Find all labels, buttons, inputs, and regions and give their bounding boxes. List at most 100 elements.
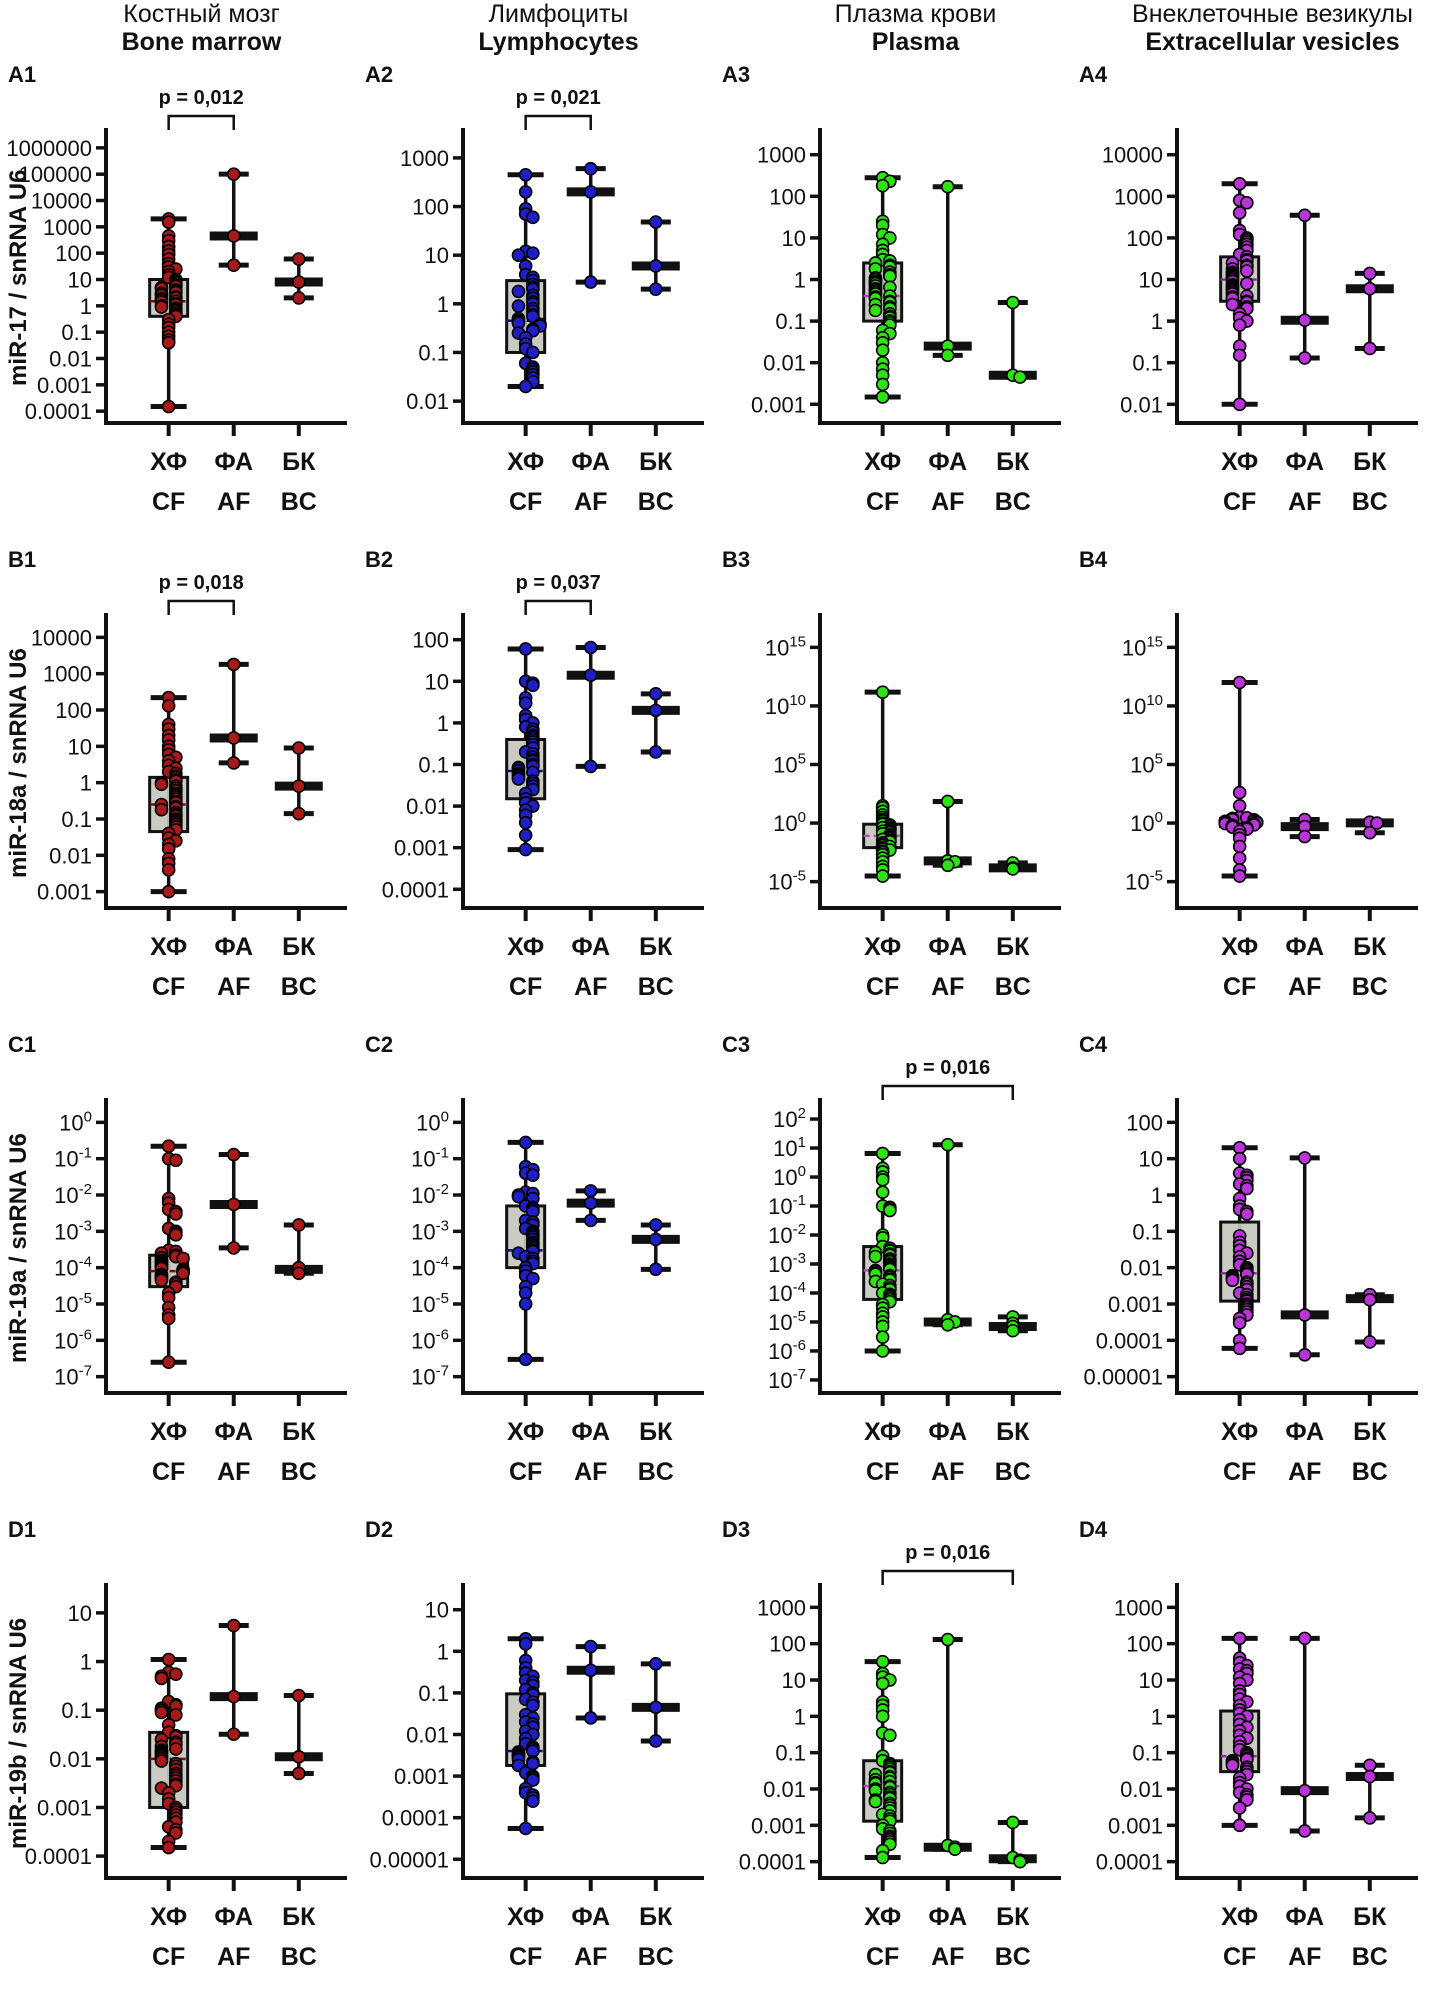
svg-text:10: 10 [1139,1147,1163,1172]
data-point [291,1750,306,1764]
data-points [868,1654,897,1865]
svg-text:0.01: 0.01 [406,1723,449,1748]
axes [461,128,704,425]
panel-label: B2 [365,547,393,572]
svg-text:100: 100 [769,1632,806,1657]
data-point [154,802,169,817]
svg-text:10-5: 10-5 [54,1290,92,1317]
svg-text:ХФ: ХФ [507,933,544,961]
svg-text:AF: AF [217,488,250,516]
column-header-plasma: Плазма крови Plasma [714,0,1071,58]
data-point [1225,1273,1240,1288]
group-AF [566,640,615,774]
data-point [518,828,533,842]
group-AF [1280,1631,1329,1838]
panel-label: B4 [1079,547,1108,572]
svg-text:ФА: ФА [571,1903,610,1931]
svg-text:AF: AF [931,488,964,516]
svg-text:AF: AF [931,1943,964,1971]
svg-text:0.1: 0.1 [418,1681,449,1706]
data-point [1362,1811,1377,1825]
data-point [648,282,663,296]
y-tick-labels: 1015 1010 105 100 10-5 [765,633,820,895]
svg-text:ХФ: ХФ [864,933,901,961]
data-point [1005,295,1020,310]
svg-text:CF: CF [509,973,542,1001]
y-tick-labels: 10000 1000 100 10 1 0.1 0.01 [1102,143,1177,417]
svg-text:0.1: 0.1 [1132,1219,1163,1244]
svg-text:0.001: 0.001 [751,392,806,417]
data-point [940,179,955,194]
data-points [226,1618,241,1742]
p-value-label: p = 0,012 [159,87,244,109]
data-point [648,259,663,273]
x-tick-labels: ХФ CF ФА AF БК BC [150,1878,317,1971]
svg-text:10-5: 10-5 [411,1290,449,1317]
svg-text:CF: CF [1223,1943,1256,1971]
panel-cell-B3: B3 1015 1010 105 100 10-5 ХФ CF ФА AF БК BC [714,543,1071,1028]
data-point [169,1742,183,1756]
data-point [1232,318,1247,332]
svg-text:ХФ: ХФ [150,1418,187,1446]
svg-text:0.001: 0.001 [1108,1813,1163,1838]
y-tick-labels: 100 10-1 10-2 10-3 10-4 10-5 10-6 10-7 [54,1108,106,1390]
data-point [1232,176,1247,191]
svg-text:10-5: 10-5 [768,1308,806,1335]
svg-text:ХФ: ХФ [1221,1418,1258,1446]
data-point [518,642,533,656]
panel-cell-B2: B2 p = 0,037 100 10 1 0.1 0.01 0.001 0.0001 ХФ CF Ф… [357,543,714,1028]
data-point [154,1705,169,1720]
svg-text:БК: БК [639,1418,673,1446]
svg-text:BC: BC [995,1943,1031,1971]
y-tick-labels: 10000 1000 100 10 1 0.1 0.01 0.001 [31,625,106,905]
group-AF [923,1137,972,1332]
data-points [291,252,306,305]
y-tick-labels: 1000 100 10 1 0.1 0.01 0.001 0.0001 [1096,1595,1177,1875]
data-point [648,745,663,759]
panel-D2: D2 10 1 0.1 0.01 0.001 0.0001 0.00001 ХФ CF ФА AF БК… [365,1517,704,1971]
data-points [583,161,598,289]
data-points [583,640,598,774]
svg-text:БК: БК [1353,933,1387,961]
panel-cell-A2: A2 p = 0,021 1000 100 10 1 0.1 0.01 ХФ CF ФА AF БК BC [357,58,714,543]
svg-text:CF: CF [1223,973,1256,1001]
data-point [1232,397,1247,412]
significance-bracket [881,1084,1015,1100]
group-AF [1280,812,1329,844]
svg-text:105: 105 [1130,751,1163,778]
panel-label: B3 [722,547,750,572]
svg-text:BC: BC [1352,1458,1388,1486]
panel-label: A1 [8,62,36,87]
svg-text:ХФ: ХФ [864,1418,901,1446]
data-points [1005,1310,1020,1338]
data-point [154,300,169,314]
data-point [526,1168,540,1183]
svg-text:БК: БК [282,1418,316,1446]
svg-text:BC: BC [995,1458,1031,1486]
svg-text:ХФ: ХФ [150,448,187,476]
data-points [291,1218,306,1281]
data-point [1362,1335,1377,1349]
data-point [291,1766,306,1781]
data-point [1005,1323,1020,1338]
data-point [1362,281,1377,296]
svg-text:1000: 1000 [1114,184,1163,209]
svg-text:10-6: 10-6 [768,1337,806,1364]
svg-text:BC: BC [1352,973,1388,1001]
x-tick-labels: ХФ CF ФА AF БК BC [150,1393,317,1486]
panel-cell-A3: A3 1000 100 10 1 0.1 0.01 0.001 ХФ CF ФА AF БК BC [714,58,1071,543]
svg-text:10000: 10000 [1102,143,1163,168]
svg-text:CF: CF [152,1943,185,1971]
svg-text:1: 1 [437,292,449,317]
data-points [875,685,897,883]
group-BC [1345,815,1394,840]
svg-text:102: 102 [773,1105,806,1132]
group-AF [923,1632,972,1857]
svg-text:0.01: 0.01 [1120,1256,1163,1281]
svg-text:AF: AF [574,1458,607,1486]
svg-text:CF: CF [1223,488,1256,516]
data-point [583,185,598,199]
data-point [1297,1783,1312,1798]
x-tick-labels: ХФ CF ФА AF БК BC [507,1393,674,1486]
